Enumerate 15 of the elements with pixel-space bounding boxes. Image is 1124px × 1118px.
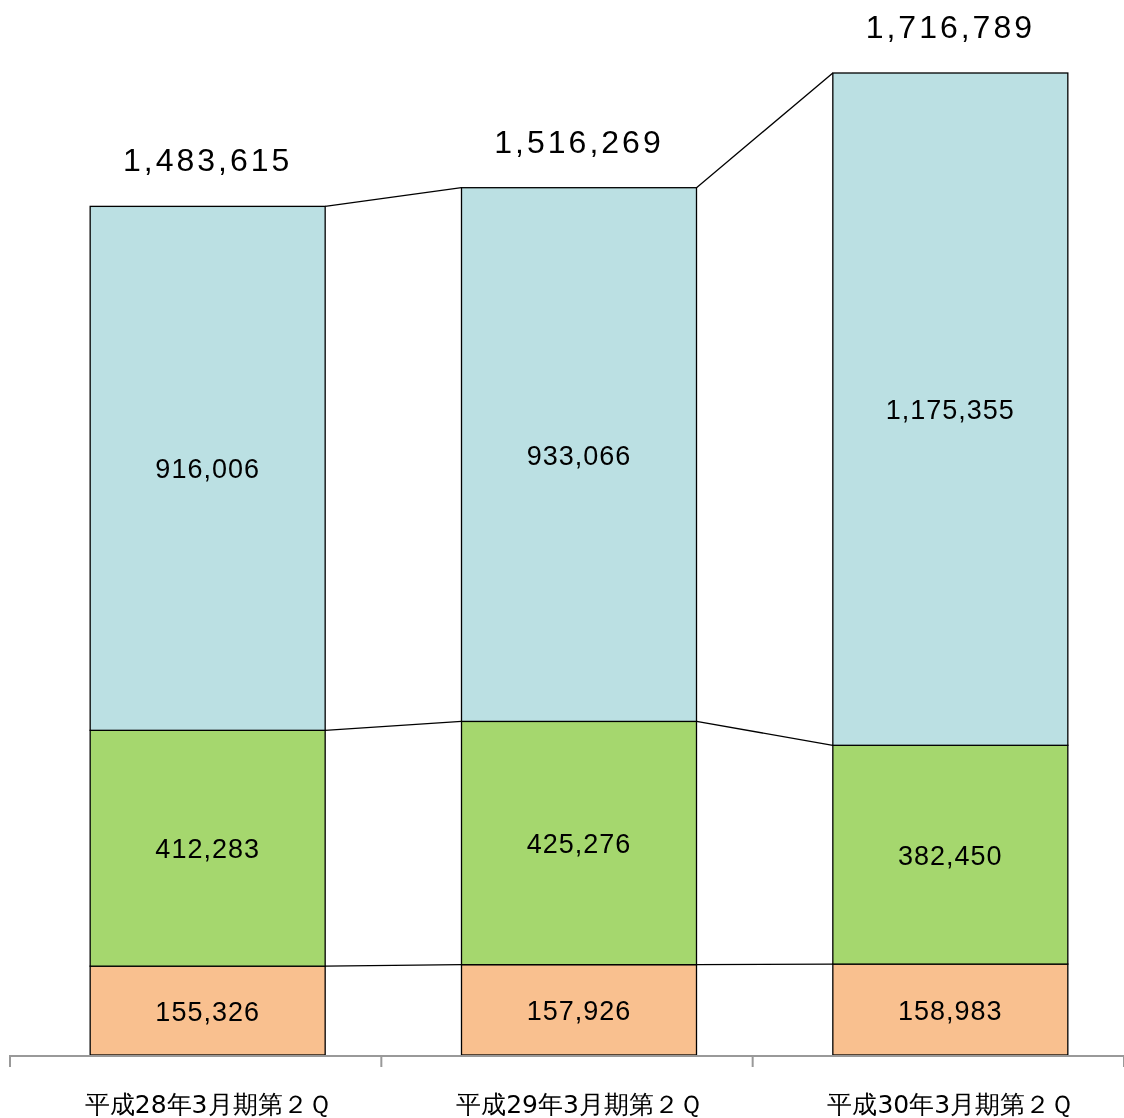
x-tick-label: 平成30年3月期第２Ｑ — [827, 1090, 1074, 1118]
x-tick-label: 平成29年3月期第２Ｑ — [456, 1090, 702, 1118]
data-label: 412,283 — [155, 834, 260, 865]
total-label: 1,483,615 — [122, 142, 293, 179]
total-label: 1,516,269 — [494, 123, 664, 160]
data-label: 1,175,355 — [885, 395, 1015, 426]
data-label: 916,006 — [155, 454, 260, 485]
x-tick-label: 平成28年3月期第２Ｑ — [84, 1090, 331, 1118]
data-label: 158,983 — [898, 995, 1003, 1026]
data-label: 425,276 — [526, 829, 632, 860]
data-label: 157,926 — [526, 995, 632, 1026]
data-label: 933,066 — [526, 440, 632, 471]
total-label: 1,716,789 — [865, 9, 1036, 45]
data-label: 382,450 — [898, 840, 1003, 871]
data-label: 155,326 — [155, 996, 260, 1027]
